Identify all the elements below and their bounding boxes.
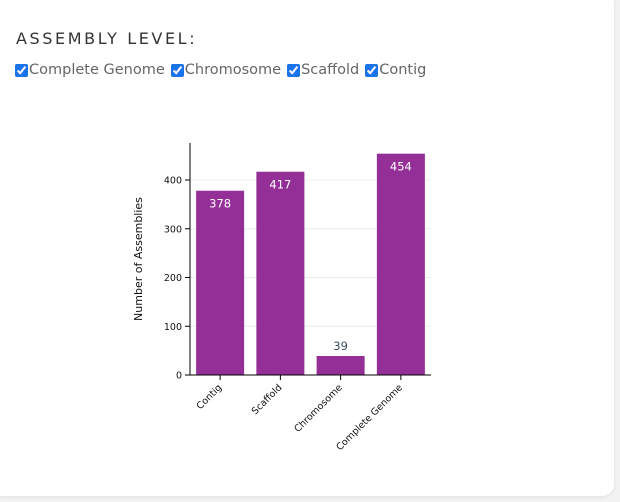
assembly-level-card: ASSEMBLY LEVEL: Complete Genome Chromoso… <box>0 0 614 496</box>
filter-chromosome[interactable]: Chromosome <box>170 62 281 78</box>
filter-scaffold[interactable]: Scaffold <box>286 62 359 78</box>
filter-label-scaffold: Scaffold <box>301 62 360 78</box>
bar-contig <box>196 190 245 375</box>
checkbox-complete-genome[interactable] <box>15 63 28 77</box>
filter-complete-genome[interactable]: Complete Genome <box>14 62 165 78</box>
filter-label-complete-genome: Complete Genome <box>29 62 165 78</box>
y-tick-label-0: 0 <box>176 371 182 382</box>
value-label-contig: 378 <box>209 197 231 211</box>
filter-contig[interactable]: Contig <box>364 62 426 78</box>
y-tick-label-200: 200 <box>164 273 182 284</box>
checkbox-contig[interactable] <box>365 63 379 77</box>
x-tick-label-chromosome: Chromosome <box>292 382 344 434</box>
assembly-bar-chart: 0 100 200 300 400 378 Contig 417 Scaffold 39 Chrom… <box>132 143 431 453</box>
bar-scaffold <box>256 171 305 375</box>
y-tick-label-400: 400 <box>164 176 182 187</box>
x-tick-label-scaffold: Scaffold <box>250 382 285 417</box>
value-label-complete-genome: 454 <box>390 160 412 174</box>
y-tick-label-300: 300 <box>164 224 182 235</box>
value-label-chromosome: 39 <box>333 339 348 353</box>
filter-label-chromosome: Chromosome <box>184 62 282 78</box>
checkbox-scaffold[interactable] <box>287 63 301 77</box>
assembly-level-filters: Complete Genome Chromosome Scaffold Cont… <box>14 62 431 78</box>
bar-chromosome <box>316 355 365 375</box>
x-tick-label-complete-genome: Complete Genome <box>334 382 405 453</box>
y-axis-title: Number of Assemblies <box>132 197 145 321</box>
bar-complete-genome <box>376 153 425 375</box>
x-tick-label-contig: Contig <box>195 382 225 412</box>
y-tick-label-100: 100 <box>164 322 182 333</box>
section-title: ASSEMBLY LEVEL: <box>16 29 198 48</box>
filter-label-contig: Contig <box>379 62 427 78</box>
value-label-scaffold: 417 <box>269 178 291 192</box>
checkbox-chromosome[interactable] <box>170 63 184 77</box>
